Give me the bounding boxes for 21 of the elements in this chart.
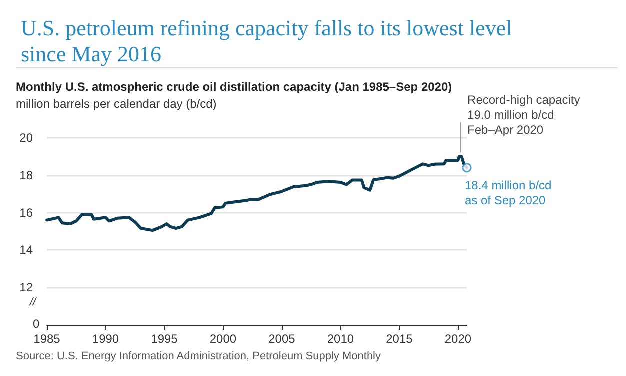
chart-subtitle: Monthly U.S. atmospheric crude oil distillation capacity (Jan 1985–Sep 2020) [16, 80, 452, 94]
x-tick-label: 2010 [327, 332, 354, 346]
y-tick-label: 16 [20, 206, 34, 220]
x-tick-label: 1995 [151, 332, 178, 346]
chart-title: U.S. petroleum refining capacity falls to its lowest level since May 2016 [21, 16, 518, 66]
x-tick-label: 2005 [268, 332, 296, 346]
annotation: Record-high capacity 19.0 million b/cd Feb–Apr 2020 [468, 93, 580, 138]
x-tick-label: 2020 [444, 332, 472, 346]
y-tick-label: 12 [20, 280, 34, 295]
x-tick-label: 1990 [92, 332, 120, 346]
source-note: Source: U.S. Energy Information Administration, Petroleum Supply Monthly [16, 350, 382, 362]
x-tick-label: 1985 [34, 332, 61, 346]
text: // [29, 296, 38, 308]
y-axis-title: million barrels per calendar day (b/cd) [16, 97, 217, 111]
text: 0 [33, 317, 40, 331]
annotation: 18.4 million b/cd as of Sep 2020 [465, 178, 552, 208]
y-tick-label: 14 [20, 243, 34, 258]
x-tick-label: 2000 [210, 332, 237, 346]
x-tick-label: 2015 [386, 332, 414, 346]
y-tick-label: 18 [20, 168, 34, 182]
y-tick-label: 20 [20, 131, 34, 145]
